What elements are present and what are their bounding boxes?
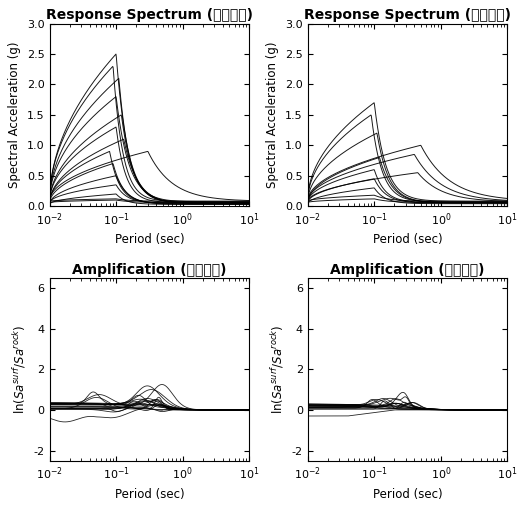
Y-axis label: $\ln(Sa^{surf}/Sa^{rock})$: $\ln(Sa^{surf}/Sa^{rock})$ xyxy=(269,325,286,414)
X-axis label: Period (sec): Period (sec) xyxy=(115,488,184,501)
Title: Amplification (포항지진): Amplification (포항지진) xyxy=(330,263,485,277)
X-axis label: Period (sec): Period (sec) xyxy=(373,233,442,246)
X-axis label: Period (sec): Period (sec) xyxy=(373,488,442,501)
Y-axis label: Spectral Acceleration (g): Spectral Acceleration (g) xyxy=(267,42,279,188)
Title: Response Spectrum (경주지진): Response Spectrum (경주지진) xyxy=(46,8,253,22)
X-axis label: Period (sec): Period (sec) xyxy=(115,233,184,246)
Y-axis label: Spectral Acceleration (g): Spectral Acceleration (g) xyxy=(8,42,22,188)
Y-axis label: $\ln(Sa^{surf}/Sa^{rock})$: $\ln(Sa^{surf}/Sa^{rock})$ xyxy=(11,325,28,414)
Title: Response Spectrum (포항지진): Response Spectrum (포항지진) xyxy=(304,8,511,22)
Title: Amplification (경주지진): Amplification (경주지진) xyxy=(72,263,227,277)
